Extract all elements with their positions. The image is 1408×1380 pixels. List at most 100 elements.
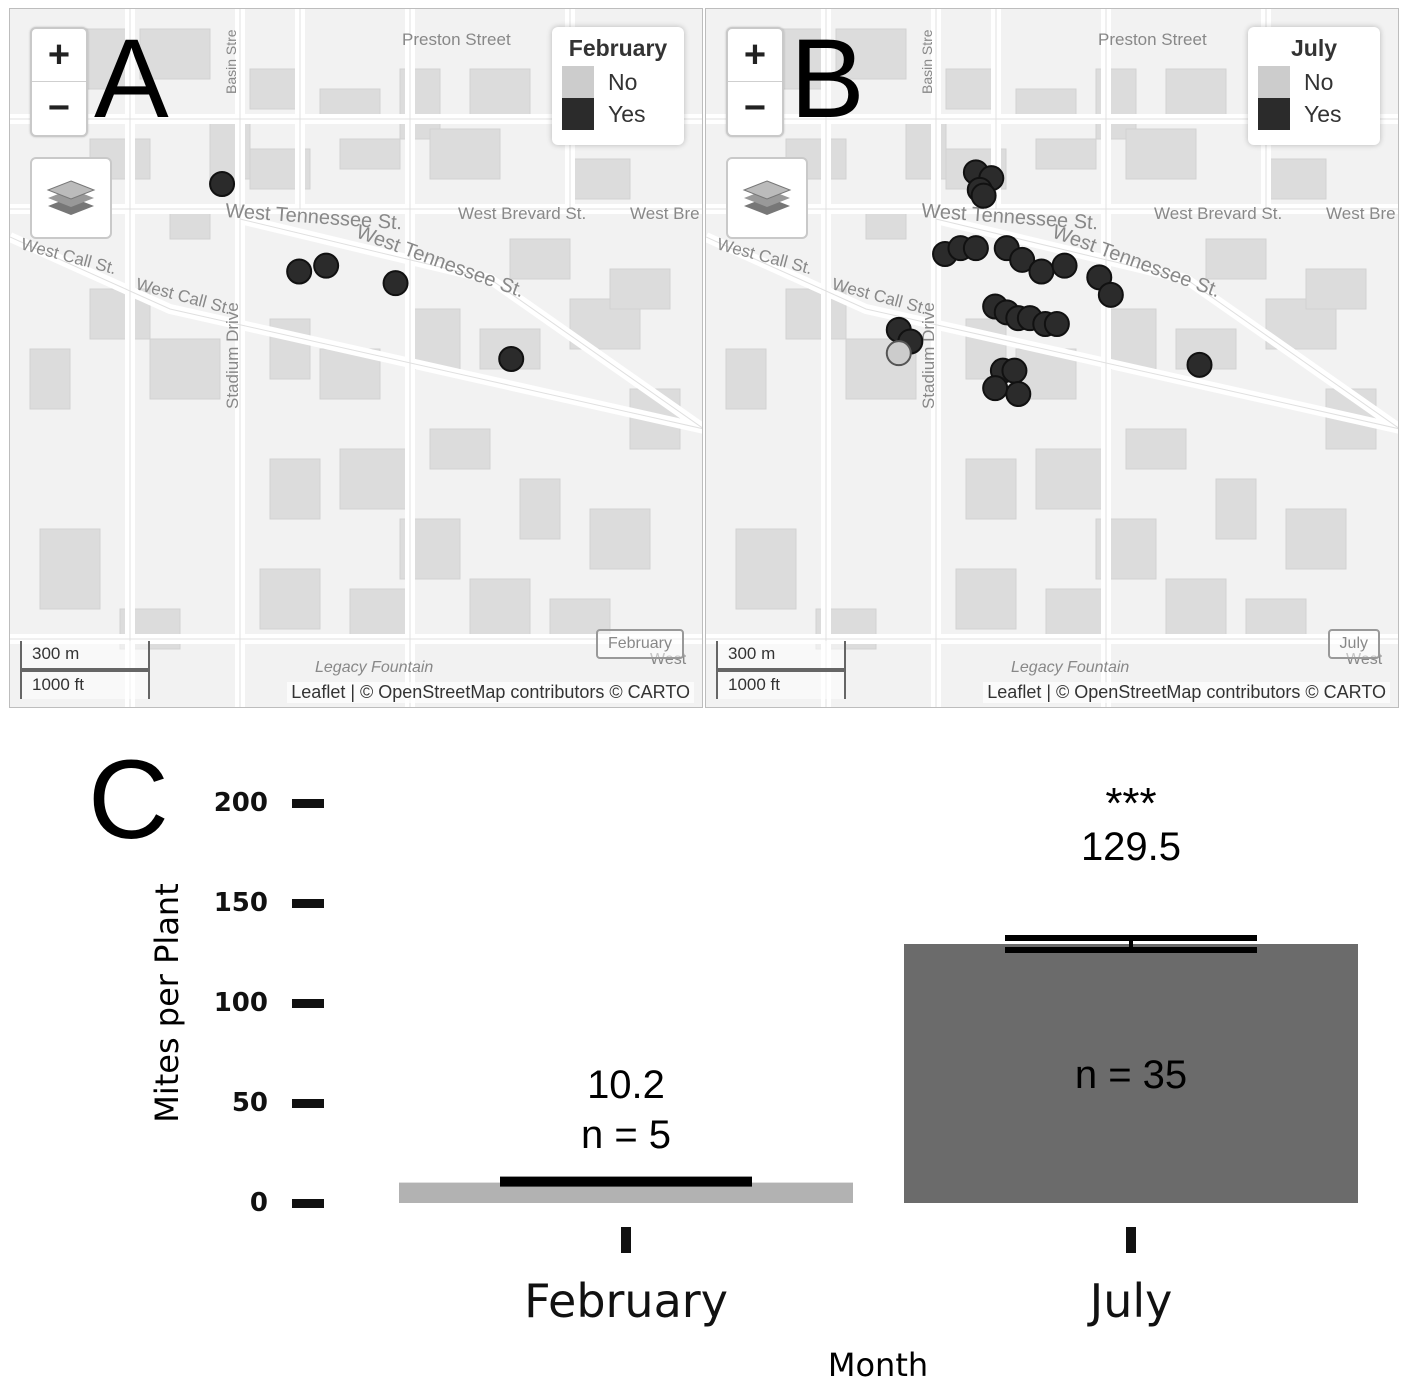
layers-icon — [46, 180, 96, 215]
building — [1125, 128, 1197, 180]
significance-label: *** — [1105, 779, 1156, 828]
legend-swatch-yes — [1258, 98, 1290, 130]
street-label: Stadium Drive — [919, 302, 938, 409]
legend-item-yes: Yes — [562, 98, 674, 130]
attribution[interactable]: Leaflet | © OpenStreetMap contributors ©… — [287, 682, 694, 703]
zoom-out-button[interactable]: − — [743, 87, 767, 129]
building — [509, 238, 571, 280]
sample-point-yes — [313, 252, 340, 279]
bar — [904, 944, 1358, 1203]
scale-imperial: 1000 ft — [20, 670, 150, 699]
street-label: Basin Stre — [223, 29, 239, 94]
scale-imperial: 1000 ft — [716, 670, 846, 699]
layers-button[interactable] — [30, 157, 112, 239]
map-legend: July No Yes — [1248, 27, 1380, 145]
error-bar — [500, 1176, 752, 1187]
y-tick-label: 100 — [214, 988, 268, 1018]
map-panel-b[interactable]: Preston Street West Tennessee St. West Bre… — [705, 8, 1399, 708]
layers-button[interactable] — [726, 157, 808, 239]
layers-icon — [742, 180, 792, 215]
legend-swatch-yes — [562, 98, 594, 130]
y-tick — [292, 1099, 324, 1108]
street-label: West Brevard St. — [458, 204, 586, 223]
building — [735, 528, 797, 610]
building — [1035, 448, 1107, 510]
zoom-in-button[interactable]: + — [728, 29, 782, 82]
road-edge — [239, 218, 702, 429]
building — [1165, 578, 1227, 640]
sample-point-yes — [962, 235, 989, 262]
building — [1215, 478, 1257, 540]
street-label: West Tennessee St. — [353, 221, 527, 302]
zoom-control: + − — [726, 27, 784, 137]
y-tick-label: 200 — [214, 788, 268, 818]
building — [429, 128, 501, 180]
legend-item-yes: Yes — [1258, 98, 1370, 130]
building — [39, 528, 101, 610]
building — [569, 158, 631, 200]
building — [1125, 428, 1187, 470]
legend-title: July — [1290, 35, 1338, 61]
street-label: West Bre — [1326, 204, 1396, 223]
building — [609, 268, 671, 310]
sample-point-yes — [286, 258, 313, 285]
building — [965, 458, 1017, 520]
street-label: West Call St. — [715, 235, 815, 279]
sample-point-yes — [1097, 281, 1124, 308]
building — [469, 578, 531, 640]
map-panel-a[interactable]: Preston Street West Tennessee St. West Bre… — [9, 8, 703, 708]
panel-label-c: C — [88, 737, 169, 862]
scale-bar: 300 m 1000 ft — [20, 641, 150, 699]
sample-point-yes — [970, 182, 997, 209]
sample-point-yes — [498, 346, 525, 372]
building — [725, 348, 767, 410]
road-edge — [706, 236, 1398, 430]
sample-point-yes — [1005, 381, 1032, 407]
month-tag: July — [1327, 629, 1380, 659]
building — [249, 68, 301, 110]
building — [955, 568, 1017, 630]
sample-point-yes — [1009, 246, 1036, 273]
road-edge — [935, 218, 1398, 429]
zoom-control: + − — [30, 27, 88, 137]
panel-label-b: B — [790, 16, 865, 141]
zoom-out-button[interactable]: − — [47, 87, 71, 129]
x-tick — [621, 1227, 631, 1253]
sample-point-no — [885, 340, 912, 367]
attribution[interactable]: Leaflet | © OpenStreetMap contributors ©… — [983, 682, 1390, 703]
y-tick-label: 150 — [214, 888, 268, 918]
street-label: Legacy Fountain — [1011, 659, 1129, 676]
legend-label-yes: Yes — [1304, 100, 1342, 127]
legend-label-yes: Yes — [608, 100, 646, 127]
legend-title: February — [568, 35, 668, 61]
road-edge — [10, 236, 702, 430]
building — [339, 138, 401, 170]
building — [149, 338, 221, 400]
building — [835, 28, 907, 80]
sample-point-yes — [1043, 311, 1070, 337]
sample-point-yes — [382, 270, 409, 297]
y-tick — [292, 1199, 324, 1208]
n-label: n = 5 — [581, 1113, 671, 1157]
legend-swatch-no — [1258, 66, 1290, 98]
panel-label-a: A — [94, 16, 169, 141]
legend-swatch-no — [562, 66, 594, 98]
x-axis-label: Month — [828, 1346, 928, 1380]
zoom-in-button[interactable]: + — [32, 29, 86, 82]
data-label: 10.2 — [587, 1063, 665, 1107]
building — [1285, 508, 1347, 570]
building — [1245, 598, 1307, 640]
sample-point-yes — [1051, 252, 1078, 279]
building — [1035, 138, 1097, 170]
street-label: Legacy Fountain — [315, 659, 433, 676]
building — [269, 458, 321, 520]
sample-point-yes — [982, 375, 1009, 402]
building — [519, 478, 561, 540]
street-label: West Call St. — [19, 235, 119, 279]
scale-metric: 300 m — [20, 641, 150, 670]
building — [29, 348, 71, 410]
building — [469, 68, 531, 120]
y-tick — [292, 799, 324, 808]
